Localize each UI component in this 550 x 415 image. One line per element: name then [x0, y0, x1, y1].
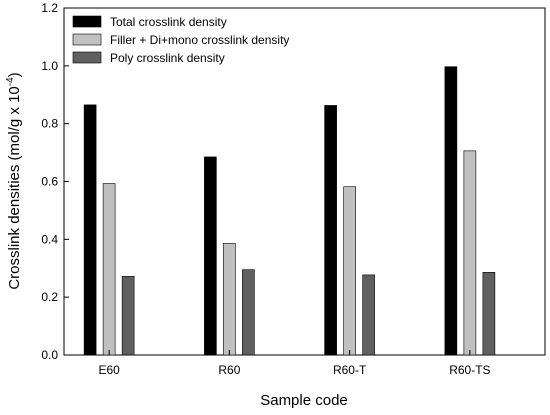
x-tick-label: R60 — [218, 363, 240, 377]
bar-r60-series-2 — [223, 243, 236, 356]
legend-label-3: Poly crosslink density — [110, 51, 225, 65]
y-tick-label: 0.6 — [41, 175, 58, 189]
bar-r60-ts-series-2 — [463, 150, 477, 356]
y-tick-label: 0.8 — [41, 117, 58, 131]
y-tick-label: 0.2 — [41, 290, 58, 304]
y-tick-label: 0.4 — [41, 232, 58, 246]
x-tick-label: E60 — [98, 363, 120, 377]
bar-e60-series-1 — [83, 104, 97, 356]
y-axis-ticks: 0.0 0.2 0.4 0.6 0.8 1.0 1.2 — [41, 1, 69, 362]
legend-swatch-3 — [72, 51, 102, 64]
bar-r60-series-3 — [242, 269, 255, 356]
bar-r60-series-1 — [204, 156, 217, 356]
legend-label-1: Total crosslink density — [110, 15, 227, 29]
legend: Total crosslink density Filler + Di+mono … — [72, 15, 289, 65]
bar-r60-ts-series-1 — [444, 66, 458, 356]
x-tick-label: R60-T — [333, 363, 367, 377]
bars-group — [83, 66, 496, 356]
bar-r60-t-series-3 — [362, 274, 375, 356]
x-tick-label: R60-TS — [449, 363, 490, 377]
legend-label-2: Filler + Di+mono crosslink density — [110, 33, 289, 47]
x-axis-title: Sample code — [260, 392, 348, 409]
y-axis-title: Crosslink densities (mol/g x 10-4) — [5, 72, 23, 289]
x-axis-ticks: E60 R60 R60-T R60-TS — [98, 350, 491, 377]
bar-e60-series-3 — [121, 276, 135, 356]
bar-e60-series-2 — [102, 183, 116, 356]
bar-r60-t-series-2 — [343, 186, 356, 356]
y-tick-label: 1.0 — [41, 59, 58, 73]
y-tick-label: 0.0 — [41, 348, 58, 362]
bar-r60-t-series-1 — [324, 105, 337, 356]
y-tick-label: 1.2 — [41, 1, 58, 15]
legend-swatch-2 — [72, 33, 102, 46]
legend-swatch-1 — [72, 15, 102, 28]
bar-r60-ts-series-3 — [482, 271, 496, 356]
